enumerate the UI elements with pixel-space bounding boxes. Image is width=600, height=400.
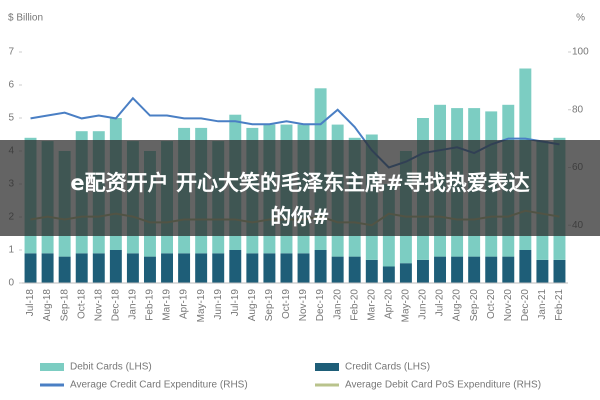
bar [502, 256, 515, 283]
x-tick-label: Dec-20 [520, 289, 531, 322]
bar [553, 259, 566, 283]
x-tick-label: Apr-20 [383, 289, 394, 319]
y-axis-label: $ Billion [8, 13, 43, 24]
legend-label: Average Debit Card PoS Expenditure (RHS) [345, 380, 541, 391]
bar [246, 253, 259, 283]
bar [280, 253, 293, 283]
bar [161, 253, 174, 283]
bar [24, 253, 37, 283]
x-tick-label: Jan-20 [332, 289, 343, 320]
x-tick-label: Aug-20 [452, 289, 463, 322]
legend-swatch [40, 363, 64, 371]
y2-tick-label: 80 [572, 104, 584, 115]
y-tick-label: 1 [8, 245, 14, 256]
bar [434, 256, 447, 283]
x-tick-label: Dec-18 [110, 289, 121, 322]
bar [109, 250, 122, 283]
x-tick-label: Jan-21 [537, 289, 548, 320]
bar [416, 259, 429, 283]
y2-tick-label: 100 [572, 47, 589, 58]
x-tick-label: Nov-20 [503, 289, 514, 322]
x-tick-label: Jul-19 [230, 289, 241, 317]
bar [399, 263, 412, 283]
x-tick-label: Mar-20 [366, 289, 377, 321]
x-tick-label: Feb-19 [145, 289, 156, 321]
bar [58, 256, 71, 283]
x-tick-label: Jan-19 [128, 289, 139, 320]
y2-axis-label: % [576, 13, 585, 24]
bar [451, 256, 464, 283]
y-tick-label: 7 [8, 47, 14, 58]
x-tick-label: Mar-19 [162, 289, 173, 321]
x-tick-label: Nov-19 [298, 289, 309, 322]
banner-background [0, 140, 600, 236]
bar [143, 256, 156, 283]
bar [229, 250, 242, 283]
x-tick-label: Feb-20 [349, 289, 360, 321]
x-tick-label: Nov-18 [93, 289, 104, 322]
bar [331, 256, 344, 283]
legend-label: Average Credit Card Expenditure (RHS) [70, 380, 248, 391]
x-tick-label: Jun-20 [418, 289, 429, 320]
y-tick-label: 5 [8, 113, 14, 124]
x-tick-label: Sep-18 [59, 289, 70, 322]
bar [348, 256, 361, 283]
bar [468, 256, 481, 283]
bar [263, 253, 276, 283]
x-tick-label: May-20 [401, 289, 412, 323]
legend-swatch [315, 363, 339, 371]
x-tick-label: Oct-18 [76, 289, 87, 319]
bar [519, 250, 532, 283]
bar [212, 253, 225, 283]
x-tick-label: Aug-19 [247, 289, 258, 322]
x-tick-label: Jul-18 [25, 289, 36, 317]
x-tick-label: Feb-21 [554, 289, 565, 321]
bar [41, 253, 54, 283]
x-tick-label: May-19 [196, 289, 207, 323]
x-tick-label: Sep-20 [469, 289, 480, 322]
y-tick-label: 0 [8, 278, 14, 289]
bar [178, 253, 191, 283]
x-tick-label: Apr-19 [179, 289, 190, 319]
x-tick-label: Sep-19 [264, 289, 275, 322]
x-tick-label: Jun-19 [213, 289, 224, 320]
banner-text: e配资开户 开心大笑的毛泽东主席#寻找热爱表达的你# [70, 171, 529, 229]
x-tick-label: Dec-19 [315, 289, 326, 322]
bar [75, 253, 88, 283]
bar [536, 259, 549, 283]
bar [485, 256, 498, 283]
x-tick-label: Aug-18 [42, 289, 53, 322]
bar [297, 253, 310, 283]
bar [382, 266, 395, 283]
bar [195, 253, 208, 283]
bar [314, 250, 327, 283]
bar [92, 253, 105, 283]
legend-label: Credit Cards (LHS) [345, 362, 430, 373]
legend-label: Debit Cards (LHS) [70, 362, 152, 373]
bar [365, 259, 378, 283]
x-tick-label: Oct-19 [281, 289, 292, 319]
bar [126, 253, 139, 283]
y-tick-label: 6 [8, 80, 14, 91]
x-tick-label: Jul-20 [435, 289, 446, 317]
x-tick-label: Oct-20 [486, 289, 497, 319]
